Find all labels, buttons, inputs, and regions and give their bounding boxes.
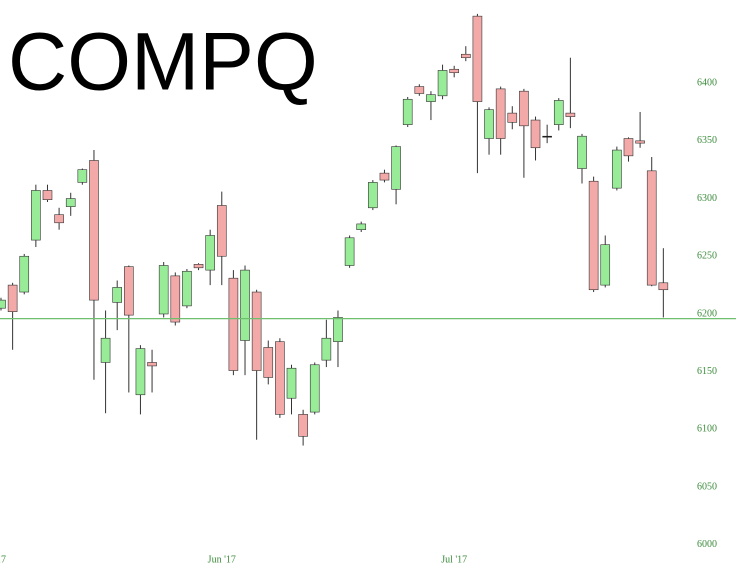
x-tick-label: Jun '17 — [208, 554, 236, 565]
chart-title: COMPQ — [8, 17, 318, 108]
candle-body — [298, 414, 308, 437]
candle-body — [321, 337, 332, 361]
plot-area: 6000 6050 6100 6150 6200 6250 6300 6350 6400 17 Ju… — [0, 13, 736, 565]
y-tick-label: 6400 — [697, 77, 717, 88]
candle-body — [646, 170, 657, 286]
candle-body — [124, 266, 134, 316]
candle-body — [553, 100, 564, 125]
candle-body — [193, 264, 204, 269]
y-tick-label: 6350 — [697, 135, 717, 146]
candle-body — [42, 190, 53, 200]
candle-body — [240, 269, 250, 341]
candle-body — [472, 15, 483, 102]
candle-body — [437, 70, 448, 97]
candle-body — [484, 109, 494, 139]
candle-body — [77, 169, 88, 183]
candle-body — [112, 287, 122, 303]
candle-body — [89, 160, 99, 301]
candle-body — [368, 182, 378, 209]
y-tick-label: 6000 — [697, 539, 717, 550]
x-tick-label: Jul '17 — [441, 554, 467, 565]
candle-body — [402, 98, 413, 125]
candle-body — [565, 112, 576, 117]
y-tick-label: 6150 — [697, 366, 717, 377]
y-tick-label: 6300 — [697, 193, 717, 204]
candle-body — [530, 119, 541, 149]
candle-body — [158, 265, 169, 315]
candle-body — [507, 112, 518, 123]
candle-body — [286, 367, 297, 399]
x-tick-label: 17 — [0, 554, 6, 565]
candle-body — [275, 341, 285, 415]
candle-body — [135, 348, 146, 396]
candle-body — [216, 205, 227, 257]
candle-body — [147, 362, 157, 367]
candle-body — [414, 86, 425, 94]
candle-body — [263, 347, 274, 378]
candle-body — [7, 284, 18, 312]
candle-body — [356, 223, 367, 231]
candle-body — [460, 53, 471, 59]
candle-body — [577, 135, 587, 169]
candle-body — [658, 282, 669, 291]
candle-body — [623, 138, 634, 157]
candle-body — [0, 299, 6, 309]
candle-body — [333, 317, 343, 342]
candle-body — [379, 172, 390, 181]
candle-body — [542, 135, 552, 138]
candle-body — [600, 244, 611, 286]
candle-body — [31, 190, 41, 241]
candle-body — [519, 90, 529, 127]
candle-body — [588, 180, 599, 291]
candle-body — [205, 235, 215, 271]
candle-body — [344, 237, 355, 266]
candle-body — [228, 277, 239, 371]
candle-body — [426, 94, 436, 102]
candle-body — [54, 214, 64, 224]
candle-body — [612, 149, 622, 189]
candle-body — [19, 255, 30, 293]
y-tick-label: 6100 — [697, 424, 717, 435]
candle-body — [251, 291, 262, 371]
candle-body — [182, 270, 192, 307]
y-tick-label: 6250 — [697, 251, 717, 262]
y-tick-label: 6050 — [697, 481, 717, 492]
candle-body — [65, 198, 76, 207]
y-tick-label: 6200 — [697, 308, 717, 319]
candle-body — [635, 140, 645, 144]
candle-body — [495, 88, 506, 139]
candle-body — [391, 146, 401, 190]
candle-body — [170, 275, 181, 323]
candle-body — [449, 68, 459, 74]
candle-body — [100, 337, 111, 363]
candle-body — [309, 364, 320, 413]
